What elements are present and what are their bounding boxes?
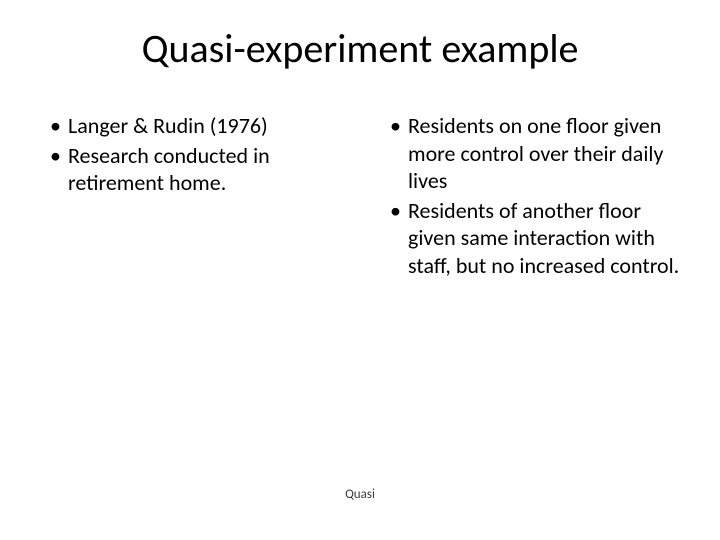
bullet-item: Langer & Rudin (1976) <box>48 112 344 140</box>
content-columns: Langer & Rudin (1976) Research conducted… <box>48 112 684 281</box>
left-bullet-list: Langer & Rudin (1976) Research conducted… <box>48 112 344 197</box>
bullet-item: Residents on one floor given more contro… <box>388 112 684 195</box>
footer-text: Quasi <box>0 487 720 502</box>
bullet-item: Research conducted in retirement home. <box>48 142 344 197</box>
right-bullet-list: Residents on one floor given more contro… <box>388 112 684 279</box>
bullet-item: Residents of another floor given same in… <box>388 197 684 280</box>
right-column: Residents on one floor given more contro… <box>388 112 684 281</box>
slide: Quasi-experiment example Langer & Rudin … <box>0 0 720 540</box>
slide-title: Quasi-experiment example <box>0 24 720 73</box>
left-column: Langer & Rudin (1976) Research conducted… <box>48 112 344 281</box>
